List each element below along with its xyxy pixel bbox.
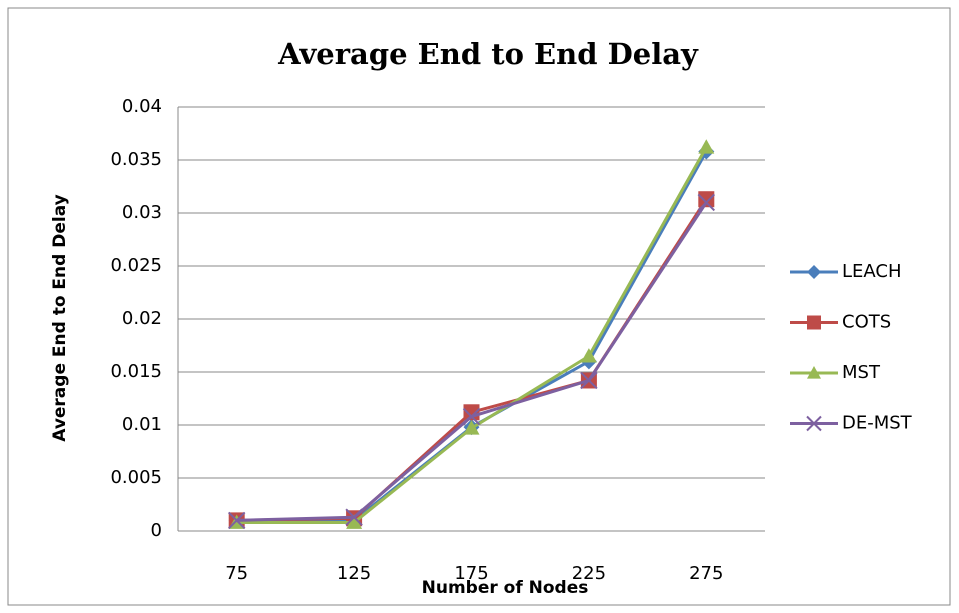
data-point [345, 508, 363, 526]
chart-title: Average End to End Delay [277, 37, 699, 71]
legend-label: DE-MST [842, 413, 913, 434]
x-tick-label: 275 [689, 563, 723, 584]
legend-label: COTS [842, 312, 891, 333]
x-tick-label: 175 [454, 563, 488, 584]
data-point [462, 407, 481, 426]
x-axis-title: Number of Nodes [422, 578, 589, 598]
legend-marker [807, 315, 821, 330]
y-tick-label: 0.04 [122, 96, 162, 117]
legend-label: MST [842, 362, 881, 383]
y-axis-title: Average End to End Delay [50, 194, 70, 441]
legend-marker [807, 265, 821, 279]
y-tick-label: 0.01 [122, 414, 162, 435]
y-tick-label: 0.02 [122, 308, 162, 329]
y-tick-label: 0.015 [110, 361, 162, 382]
y-tick-label: 0.035 [110, 149, 162, 170]
data-point [580, 348, 597, 363]
data-point [580, 371, 598, 390]
data-point [697, 193, 716, 212]
y-tick-label: 0 [151, 520, 162, 541]
y-tick-label: 0.025 [110, 255, 162, 276]
data-point [698, 139, 715, 154]
data-point [346, 514, 363, 529]
y-tick-label: 0.005 [110, 467, 162, 488]
x-tick-label: 125 [337, 563, 371, 584]
legend-label: LEACH [842, 261, 902, 282]
data-point [227, 511, 246, 530]
x-tick-label: 225 [572, 563, 606, 584]
y-tick-label: 0.03 [122, 202, 162, 223]
legend-marker [806, 415, 822, 432]
data-point [698, 191, 715, 208]
legend-marker [807, 366, 821, 379]
data-point [463, 420, 480, 435]
x-tick-label: 75 [225, 563, 248, 584]
